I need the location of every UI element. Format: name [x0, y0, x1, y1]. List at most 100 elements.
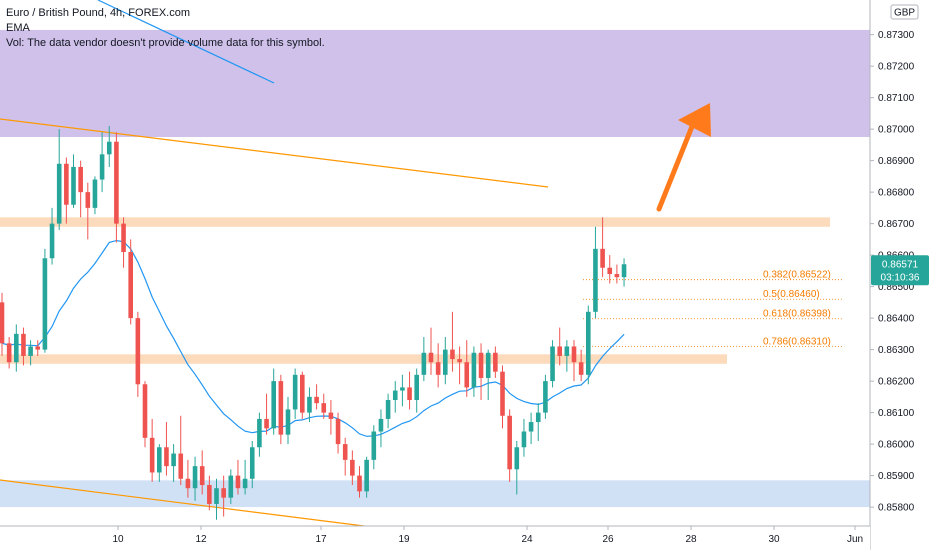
- candle[interactable]: [328, 400, 334, 435]
- time-axis[interactable]: 10 12 17 19 24 26 28 30 Jun: [0, 525, 870, 550]
- candle[interactable]: [185, 459, 191, 498]
- candle[interactable]: [443, 337, 448, 385]
- candle[interactable]: [357, 466, 362, 498]
- candle[interactable]: [114, 132, 119, 243]
- candle[interactable]: [371, 425, 377, 470]
- candle[interactable]: [378, 409, 384, 448]
- support-zone-orange[interactable]: [0, 354, 727, 364]
- candle[interactable]: [292, 368, 298, 419]
- candle[interactable]: [407, 371, 412, 410]
- candle[interactable]: [335, 412, 341, 454]
- candle[interactable]: [593, 226, 598, 319]
- candle[interactable]: [78, 160, 83, 218]
- candle[interactable]: [92, 176, 98, 215]
- candle[interactable]: [307, 387, 312, 423]
- candle[interactable]: [350, 450, 355, 486]
- candle[interactable]: [207, 475, 212, 511]
- candle[interactable]: [106, 125, 112, 167]
- candle[interactable]: [21, 327, 26, 366]
- candle[interactable]: [564, 340, 570, 372]
- symbol-title[interactable]: Euro / British Pound, 4h, FOREX.com: [6, 7, 191, 19]
- candle[interactable]: [428, 327, 434, 375]
- candle[interactable]: [500, 365, 505, 429]
- candle[interactable]: [364, 456, 369, 498]
- candle[interactable]: [228, 469, 234, 504]
- candle[interactable]: [271, 368, 276, 435]
- candle[interactable]: [435, 343, 441, 388]
- candle[interactable]: [621, 258, 627, 287]
- candle[interactable]: [300, 371, 305, 419]
- candle[interactable]: [586, 305, 591, 385]
- candle[interactable]: [157, 444, 162, 482]
- candle[interactable]: [471, 346, 477, 397]
- candle[interactable]: [249, 440, 255, 489]
- candle[interactable]: [607, 255, 613, 284]
- candle[interactable]: [35, 340, 41, 356]
- candle[interactable]: [99, 132, 105, 193]
- candle[interactable]: [264, 393, 269, 435]
- resistance-zone-purple[interactable]: [0, 29, 870, 138]
- candle[interactable]: [521, 418, 527, 457]
- candle[interactable]: [221, 475, 226, 517]
- candle[interactable]: [42, 248, 48, 353]
- candle[interactable]: [164, 422, 169, 476]
- candle[interactable]: [578, 349, 584, 382]
- candle[interactable]: [121, 217, 126, 268]
- ema-line[interactable]: [1, 239, 625, 437]
- candle[interactable]: [71, 154, 76, 208]
- candle[interactable]: [192, 456, 198, 501]
- candle[interactable]: [507, 409, 512, 482]
- candle[interactable]: [149, 418, 155, 482]
- candle[interactable]: [235, 459, 241, 495]
- support-zone-blue[interactable]: [0, 480, 870, 508]
- candle[interactable]: [14, 324, 19, 372]
- candle[interactable]: [392, 381, 398, 413]
- candle[interactable]: [178, 415, 184, 486]
- candle[interactable]: [285, 396, 291, 445]
- candle[interactable]: [535, 403, 541, 441]
- candle[interactable]: [28, 340, 33, 366]
- candle[interactable]: [321, 393, 327, 419]
- candle[interactable]: [528, 412, 534, 445]
- candle[interactable]: [214, 478, 219, 520]
- candle[interactable]: [514, 440, 520, 495]
- candle[interactable]: [400, 374, 405, 407]
- candle[interactable]: [171, 444, 176, 482]
- blue-trendline[interactable]: [97, 0, 275, 84]
- candle[interactable]: [557, 327, 562, 366]
- lower-orange-trendline[interactable]: [0, 479, 373, 528]
- candle[interactable]: [485, 349, 491, 401]
- volume-indicator-label[interactable]: Vol: The data vendor doesn't provide vol…: [6, 37, 325, 49]
- candle[interactable]: [135, 311, 141, 397]
- candle[interactable]: [56, 129, 62, 230]
- candle[interactable]: [543, 374, 548, 419]
- candle[interactable]: [571, 340, 577, 382]
- candle[interactable]: [414, 368, 419, 413]
- currency-badge[interactable]: GBP: [890, 4, 919, 20]
- ema-indicator-label[interactable]: EMA: [6, 22, 30, 34]
- upper-orange-trendline[interactable]: [0, 118, 549, 188]
- candle[interactable]: [614, 264, 620, 284]
- candle[interactable]: [85, 182, 91, 240]
- candle[interactable]: [464, 340, 470, 397]
- candle[interactable]: [128, 239, 133, 325]
- candle[interactable]: [142, 381, 148, 448]
- candle[interactable]: [49, 207, 55, 265]
- candle[interactable]: [6, 337, 12, 369]
- candle[interactable]: [0, 292, 5, 356]
- candle[interactable]: [64, 157, 69, 224]
- candle[interactable]: [257, 412, 262, 457]
- candle[interactable]: [550, 340, 555, 388]
- candle[interactable]: [385, 393, 391, 429]
- candle[interactable]: [450, 311, 455, 372]
- candle[interactable]: [600, 217, 605, 278]
- resistance-zone-orange[interactable]: [0, 217, 830, 227]
- candle[interactable]: [421, 337, 427, 382]
- candle[interactable]: [342, 437, 348, 476]
- candle[interactable]: [242, 459, 248, 495]
- candle[interactable]: [278, 374, 284, 445]
- candle[interactable]: [493, 346, 498, 378]
- candle[interactable]: [478, 343, 484, 401]
- candle[interactable]: [314, 384, 319, 410]
